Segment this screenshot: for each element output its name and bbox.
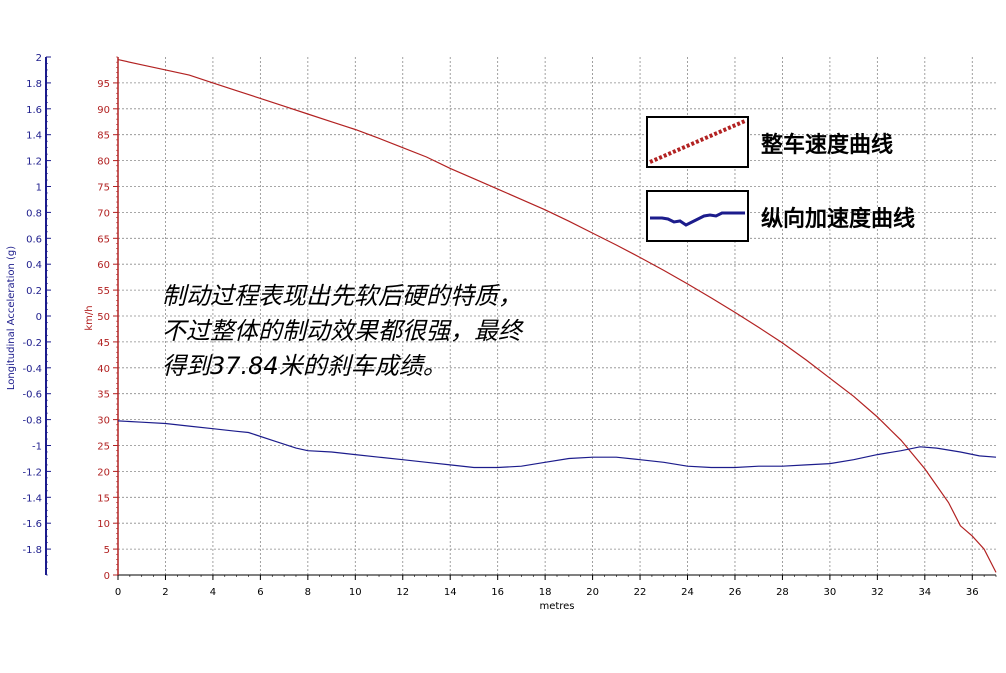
y-right-tick-label: 45 (97, 338, 110, 349)
x-tick-label: 0 (115, 587, 121, 598)
legend-speed-label: 整车速度曲线 (761, 133, 894, 158)
y-left-tick-label: -0.6 (22, 390, 42, 401)
x-tick-label: 32 (871, 587, 884, 598)
x-tick-label: 24 (681, 587, 694, 598)
y-left-tick-label: -1.4 (22, 493, 42, 504)
y-left-tick-label: 0.4 (26, 260, 42, 271)
y-left-tick-label: -1 (32, 442, 42, 453)
x-tick-label: 2 (162, 587, 168, 598)
y-right-tick-label: 60 (97, 260, 110, 271)
y-right-tick-label: 80 (97, 157, 110, 168)
x-tick-label: 18 (539, 587, 552, 598)
x-tick-label: 26 (729, 587, 742, 598)
y-left-tick-label: 1 (36, 183, 42, 194)
y-right-tick-label: 65 (97, 234, 110, 245)
x-tick-label: 34 (918, 587, 931, 598)
x-tick-label: 28 (776, 587, 789, 598)
legend-speed-swatch (646, 116, 749, 168)
legend-accel-swatch (646, 190, 749, 242)
y-right-tick-label: 50 (97, 312, 110, 323)
y-right-tick-label: 95 (97, 79, 110, 90)
y-left-tick-label: 1.2 (26, 157, 42, 168)
x-tick-label: 6 (257, 587, 263, 598)
y-left-tick-label: 2 (36, 53, 42, 64)
x-axis-label: metres (539, 601, 574, 612)
y-right-tick-label: 40 (97, 364, 110, 375)
y-right-tick-label: 75 (97, 183, 110, 194)
annotation-line-1: 制动过程表现出先软后硬的特质， (162, 282, 522, 310)
y-left-tick-label: -0.4 (22, 364, 42, 375)
accel-series-line (117, 420, 997, 469)
y-right-axis-label: km/h (84, 305, 95, 330)
legend-accel-line-icon (650, 211, 745, 227)
x-tick-label: 20 (586, 587, 599, 598)
y-right-tick-label: 70 (97, 208, 110, 219)
x-tick-label: 22 (634, 587, 647, 598)
y-right-tick-label: 10 (97, 519, 110, 530)
y-left-tick-label: -0.8 (22, 416, 42, 427)
speed-series-line (117, 59, 997, 573)
y-right-tick-label: 15 (97, 493, 110, 504)
y-right-tick-label: 5 (104, 545, 110, 556)
y-left-tick-label: -1.8 (22, 545, 42, 556)
x-tick-label: 10 (349, 587, 362, 598)
y-right-tick-label: 85 (97, 131, 110, 142)
y-right-tick-label: 20 (97, 467, 110, 478)
y-right-tick-label: 55 (97, 286, 110, 297)
y-left-tick-label: 0 (36, 312, 42, 323)
x-tick-label: 16 (491, 587, 504, 598)
y-left-tick-label: 1.6 (26, 105, 42, 116)
axes (45, 56, 997, 580)
legend-speed-line-icon (649, 119, 746, 164)
y-right-tick-label: 25 (97, 442, 110, 453)
series-lines (117, 59, 997, 573)
x-tick-label: 4 (210, 587, 216, 598)
y-left-tick-label: 1.4 (26, 131, 42, 142)
y-left-tick-label: -1.2 (22, 467, 42, 478)
y-left-tick-label: -0.2 (22, 338, 42, 349)
y-right-tick-label: 30 (97, 416, 110, 427)
x-tick-label: 36 (966, 587, 979, 598)
y-left-tick-label: 0.6 (26, 234, 42, 245)
x-tick-label: 14 (444, 587, 457, 598)
annotation-line-3: 得到37.84米的刹车成绩。 (162, 352, 447, 380)
tick-labels: 2 1.8 1.6 1.4 1.2 1 0.8 0.6 0.4 0.2 0 -0.2 -0.4 -0.6 -… (22, 53, 978, 598)
y-left-tick-label: 0.2 (26, 286, 42, 297)
annotation-line-2: 不过整体的制动效果都很强，最终 (162, 317, 522, 345)
x-tick-label: 12 (396, 587, 409, 598)
x-tick-label: 30 (824, 587, 837, 598)
y-right-tick-label: 90 (97, 105, 110, 116)
y-left-tick-label: -1.6 (22, 519, 42, 530)
y-left-tick-label: 0.8 (26, 208, 42, 219)
legend-accel-label: 纵向加速度曲线 (761, 207, 916, 232)
y-left-tick-label: 1.8 (26, 79, 42, 90)
y-right-tick-label: 0 (104, 571, 110, 582)
y-left-axis-label: Longitudinal Acceleration (g) (6, 246, 17, 390)
x-tick-label: 8 (305, 587, 311, 598)
y-right-tick-label: 35 (97, 390, 110, 401)
